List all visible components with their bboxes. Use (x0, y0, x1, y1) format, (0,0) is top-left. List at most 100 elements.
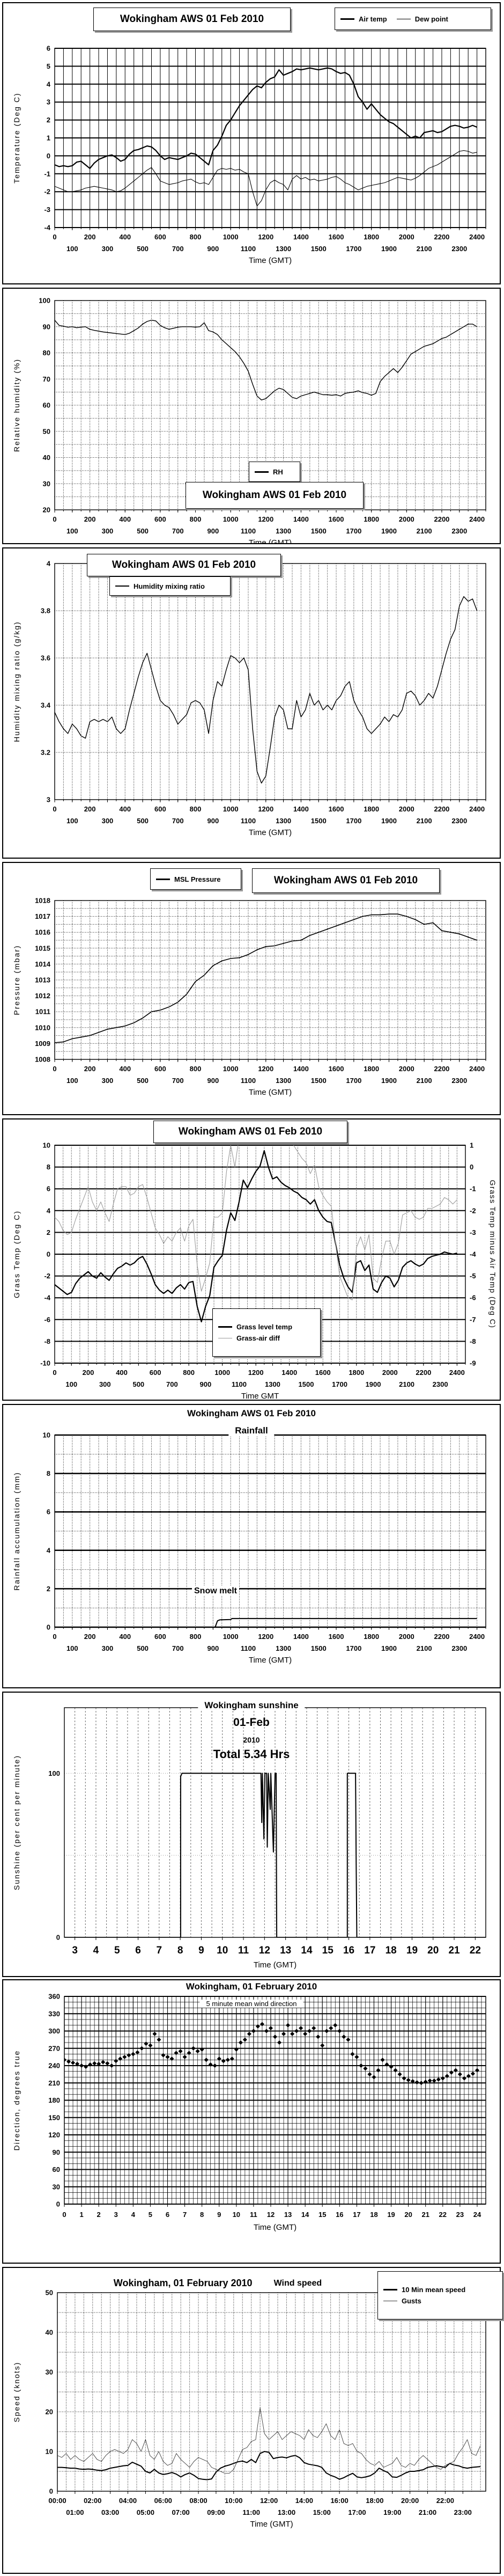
svg-text:8: 8 (200, 2211, 204, 2219)
svg-text:1014: 1014 (35, 960, 51, 968)
svg-text:Grass Temp minus Air Temp (Deg: Grass Temp minus Air Temp (Deg C) (488, 1180, 497, 1329)
svg-text:1600: 1600 (329, 805, 344, 813)
svg-text:900: 900 (207, 817, 219, 825)
svg-text:Time (GMT): Time (GMT) (249, 1656, 292, 1665)
svg-text:700: 700 (172, 817, 184, 825)
legend-wind-speed: 10 Min mean speed Gusts (377, 2271, 503, 2319)
svg-text:40: 40 (46, 2329, 53, 2337)
svg-text:1600: 1600 (315, 1368, 331, 1377)
svg-text:2200: 2200 (434, 1065, 449, 1073)
svg-text:3: 3 (47, 98, 50, 106)
svg-text:1800: 1800 (364, 805, 379, 813)
svg-text:600: 600 (154, 805, 166, 813)
legend-item-dew-point: Dew point (396, 15, 448, 23)
svg-text:5: 5 (47, 62, 50, 70)
svg-text:17: 17 (364, 1945, 375, 1956)
svg-text:2000: 2000 (399, 233, 414, 241)
svg-text:Time (GMT): Time (GMT) (249, 256, 292, 265)
svg-text:21: 21 (448, 1945, 460, 1956)
svg-text:20: 20 (404, 2211, 412, 2219)
svg-text:270: 270 (48, 2044, 60, 2052)
svg-text:500: 500 (132, 1380, 144, 1388)
svg-text:19: 19 (387, 2211, 395, 2219)
svg-text:2400: 2400 (469, 805, 485, 813)
legend-label: Grass level temp (236, 1323, 293, 1331)
svg-text:600: 600 (154, 1633, 166, 1641)
svg-text:1500: 1500 (311, 245, 327, 253)
svg-text:40: 40 (43, 453, 50, 462)
sunshine-date: 01-Feb (233, 1716, 270, 1729)
svg-text:1400: 1400 (293, 515, 309, 523)
pressure-line-sample (156, 878, 170, 880)
chart-title: Wokingham AWS 01 Feb 2010 (87, 554, 281, 576)
svg-text:1600: 1600 (329, 233, 344, 241)
svg-text:900: 900 (200, 1380, 212, 1388)
svg-text:Rainfall accumulation (mm): Rainfall accumulation (mm) (12, 1472, 21, 1591)
svg-text:6: 6 (47, 1185, 50, 1193)
svg-text:Time (GMT): Time (GMT) (249, 828, 292, 837)
legend-item-rh: RH (255, 468, 294, 476)
svg-text:2100: 2100 (417, 817, 432, 825)
svg-text:1000: 1000 (223, 233, 239, 241)
svg-text:360: 360 (48, 1993, 60, 2001)
svg-text:1600: 1600 (329, 515, 344, 523)
svg-text:1900: 1900 (381, 245, 397, 253)
svg-text:2400: 2400 (469, 1633, 485, 1641)
svg-text:1800: 1800 (364, 515, 379, 523)
svg-text:1500: 1500 (311, 1077, 327, 1085)
svg-text:10: 10 (43, 1141, 50, 1150)
svg-text:1013: 1013 (35, 976, 50, 984)
svg-text:80: 80 (43, 349, 50, 357)
svg-text:200: 200 (84, 805, 96, 813)
svg-text:600: 600 (154, 233, 166, 241)
svg-text:23: 23 (456, 2211, 464, 2219)
svg-text:700: 700 (166, 1380, 178, 1388)
svg-text:200: 200 (84, 1633, 96, 1641)
svg-text:04:00: 04:00 (119, 2497, 137, 2505)
svg-text:100: 100 (66, 817, 78, 825)
svg-text:2000: 2000 (382, 1368, 398, 1377)
svg-text:1800: 1800 (364, 1633, 379, 1641)
svg-text:-2: -2 (470, 1206, 476, 1214)
svg-text:0: 0 (62, 2211, 66, 2219)
svg-text:-6: -6 (44, 1315, 50, 1323)
svg-text:0: 0 (49, 2487, 53, 2496)
panel-relative-humidity: 100 90 80 70 60 50 40 30 20 0 200 400 600 800 1000 1200… (2, 288, 501, 544)
grass-temp-line-sample (218, 1326, 232, 1328)
panel-grass-temperature: 10 8 6 4 2 0 -2 -4 -6 -8 -10 1 0 -1 -2 -3 -4 -5 -6 -7 -8 -9 0 2… (2, 1118, 501, 1401)
svg-text:1700: 1700 (332, 1380, 347, 1388)
svg-text:400: 400 (116, 1368, 128, 1377)
svg-text:1200: 1200 (258, 1633, 273, 1641)
svg-text:8: 8 (177, 1945, 183, 1956)
svg-text:Time (GMT): Time (GMT) (254, 1960, 297, 1970)
svg-text:1: 1 (470, 1141, 473, 1150)
svg-text:3: 3 (47, 796, 50, 804)
mean-speed-line-sample (383, 2289, 397, 2290)
chart-title: Wokingham sunshine (198, 1700, 305, 1711)
svg-text:Time (GMT): Time (GMT) (249, 538, 292, 543)
svg-text:2300: 2300 (451, 1644, 467, 1652)
svg-text:1900: 1900 (366, 1380, 381, 1388)
svg-text:200: 200 (84, 233, 96, 241)
svg-text:18: 18 (386, 1945, 397, 1956)
svg-text:13: 13 (280, 1945, 291, 1956)
svg-text:01:00: 01:00 (66, 2508, 84, 2516)
svg-text:500: 500 (137, 527, 149, 535)
svg-text:300: 300 (99, 1380, 111, 1388)
svg-text:1016: 1016 (35, 928, 50, 936)
svg-text:-1: -1 (470, 1185, 476, 1193)
svg-text:11: 11 (238, 1945, 249, 1956)
svg-text:1500: 1500 (311, 817, 327, 825)
svg-text:1300: 1300 (276, 245, 291, 253)
svg-text:1700: 1700 (346, 1644, 361, 1652)
legend-label: Grass-air diff (236, 1334, 280, 1342)
svg-text:10: 10 (46, 2448, 53, 2456)
panel-sunshine: 100 0 3 4 5 6 7 8 9 10 11 12 13 14 15 16 17 18 19 20 21 22 Tim… (2, 1692, 501, 1977)
legend-label: Gusts (402, 2297, 421, 2305)
svg-text:90: 90 (53, 2148, 60, 2156)
svg-text:9: 9 (198, 1945, 204, 1956)
svg-text:100: 100 (48, 1769, 60, 1777)
svg-text:12: 12 (267, 2211, 275, 2219)
svg-text:200: 200 (84, 1065, 96, 1073)
